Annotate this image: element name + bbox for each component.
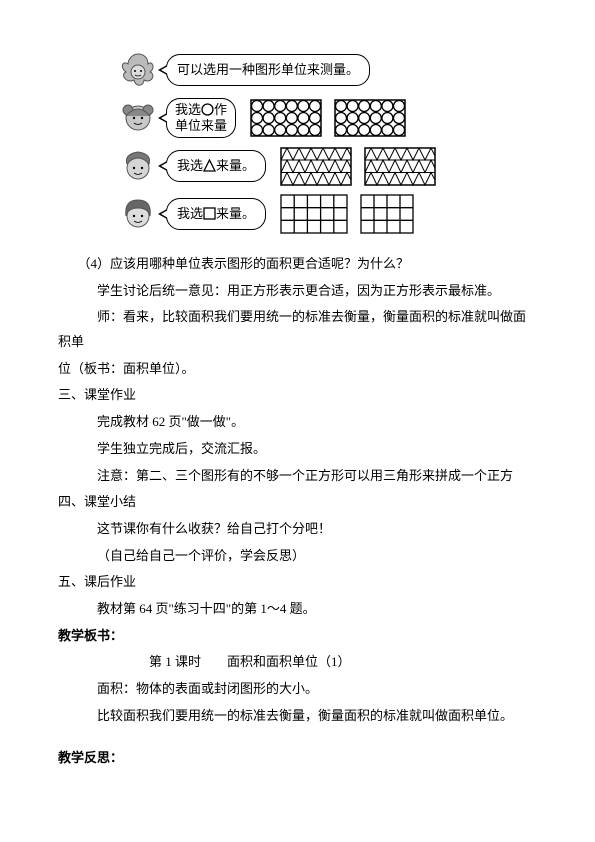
section-5-heading: 五、课后作业 — [58, 570, 537, 595]
circle-icon — [201, 103, 214, 116]
line-q4: （4）应该用哪种单位表示图形的面积更合适呢？为什么？ — [58, 252, 537, 277]
square-grids — [280, 194, 414, 234]
board-line-2: 比较面积我们要用统一的标准去衡量，衡量面积的标准就叫做面积单位。 — [58, 704, 537, 729]
illustration-row-4: 我选来量。 — [118, 194, 537, 234]
bubble-3-prefix: 我选 — [177, 158, 203, 173]
board-heading: 教学板书： — [58, 624, 537, 649]
line-note: 注意：第二、三个图形有的不够一个正方形可以用三角形来拼成一个正方 — [58, 464, 537, 489]
square-icon — [203, 204, 216, 217]
section-4-heading: 四、课堂小结 — [58, 490, 537, 515]
line-teacher: 师：看来，比较面积我们要用统一的标准去衡量，衡量面积的标准就叫做面积单 — [58, 305, 537, 354]
circle-grid-2 — [334, 99, 406, 137]
circle-grids — [250, 99, 406, 137]
child-avatar-2 — [118, 98, 158, 138]
child-avatar-1 — [118, 50, 158, 90]
speech-bubble-3: 我选来量。 — [166, 150, 266, 183]
lesson-title: 第 1 课时 面积和面积单位（1） — [149, 650, 537, 675]
illustration-row-3: 我选来量。 — [118, 146, 537, 186]
square-grid-2 — [360, 194, 414, 234]
line-summary2: （自己给自己一个评价，学会反思） — [58, 544, 537, 569]
speech-bubble-1: 可以选用一种图形单位来测量。 — [166, 54, 370, 87]
line-board: 位（板书：面积单位）。 — [58, 357, 537, 382]
section-3-heading: 三、课堂作业 — [58, 383, 537, 408]
triangle-grid-1 — [280, 147, 352, 186]
illustration-block: 可以选用一种图形单位来测量。 我选作单位来量 — [118, 50, 537, 234]
line-hw1: 完成教材 62 页"做一做"。 — [58, 410, 537, 435]
triangle-icon — [203, 156, 216, 169]
speech-bubble-4: 我选来量。 — [166, 198, 266, 231]
illustration-row-1: 可以选用一种图形单位来测量。 — [118, 50, 537, 90]
line-hw2: 学生独立完成后，交流汇报。 — [58, 437, 537, 462]
line-summary1: 这节课你有什么收获？给自己打个分吧！ — [58, 517, 537, 542]
bubble-4-prefix: 我选 — [177, 206, 203, 221]
child-avatar-3 — [118, 146, 158, 186]
triangle-grids — [280, 147, 436, 186]
line-afterhw: 教材第 64 页"练习十四"的第 1～4 题。 — [58, 597, 537, 622]
circle-grid-1 — [250, 99, 322, 137]
bubble-1-text: 可以选用一种图形单位来测量。 — [177, 62, 359, 77]
illustration-row-2: 我选作单位来量 — [118, 98, 537, 138]
reflection-heading: 教学反思： — [58, 746, 537, 771]
child-avatar-4 — [118, 194, 158, 234]
bubble-3-suffix: 来量。 — [216, 158, 255, 173]
bubble-2-prefix: 我选 — [175, 102, 201, 117]
speech-bubble-2: 我选作单位来量 — [166, 98, 236, 137]
board-line-1: 面积：物体的表面或封闭图形的大小。 — [58, 677, 537, 702]
triangle-grid-2 — [364, 147, 436, 186]
bubble-4-suffix: 来量。 — [216, 206, 255, 221]
line-discussion: 学生讨论后统一意见：用正方形表示更合适，因为正方形表示最标准。 — [58, 279, 537, 304]
square-grid-1 — [280, 194, 348, 234]
lesson-body: （4）应该用哪种单位表示图形的面积更合适呢？为什么？ 学生讨论后统一意见：用正方… — [58, 252, 537, 771]
